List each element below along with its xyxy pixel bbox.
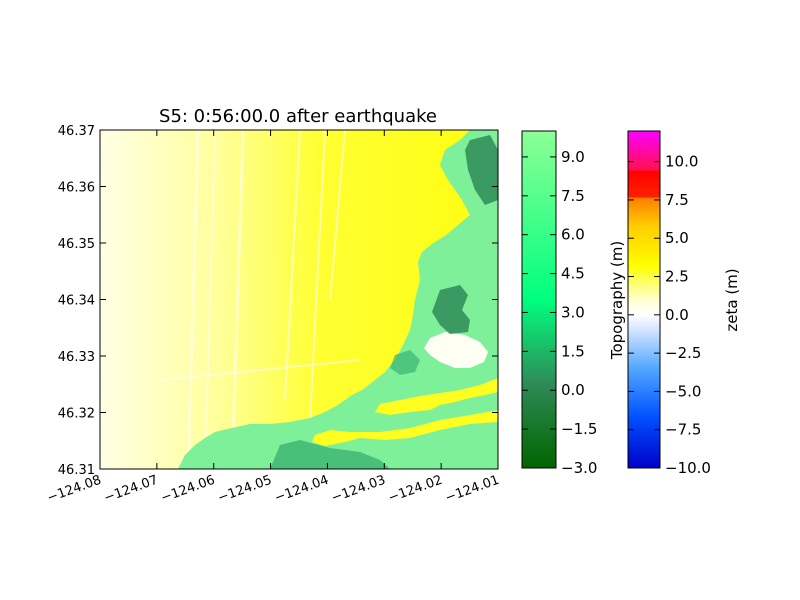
colorbar-tick-label: 4.5 <box>561 265 585 283</box>
colorbar-tick-label: 1.5 <box>561 342 585 360</box>
topography-colorbar-label: Topography (m) <box>608 241 626 360</box>
dark-topo-1 <box>465 135 498 205</box>
dark-topo-2 <box>432 285 470 334</box>
colorbar-tick-label: −2.5 <box>665 344 701 362</box>
colorbar-tick-label: 7.5 <box>665 191 689 209</box>
y-tick-label: 46.35 <box>58 237 95 252</box>
inlet-channel-1 <box>375 378 498 415</box>
colorbar-tick-label: −5.0 <box>665 382 701 400</box>
colorbar-tick-label: −3.0 <box>561 459 597 477</box>
zeta-colorbar: −10.0 −7.5 −5.0 −2.5 0.0 2.5 5.0 7.5 10.0 zeta (… <box>627 130 741 477</box>
x-tick-label: −124.07 <box>102 473 160 506</box>
topography-colorbar: −3.0 −1.5 0.0 1.5 3.0 4.5 6.0 7.5 9.0 Topography… <box>521 130 626 477</box>
colorbar-tick-label: 10.0 <box>665 153 698 171</box>
y-tick-label: 46.32 <box>58 407 95 422</box>
colorbar-tick-label: 7.5 <box>561 187 585 205</box>
colorbar-tick-label: −1.5 <box>561 420 597 438</box>
x-tick-label: −124.03 <box>330 473 388 506</box>
colorbar-tick-label: −7.5 <box>665 421 701 439</box>
zeta-colorbar-ticks: −10.0 −7.5 −5.0 −2.5 0.0 2.5 5.0 7.5 10.0 <box>628 153 711 477</box>
topography-colorbar-ticks: −3.0 −1.5 0.0 1.5 3.0 4.5 6.0 7.5 9.0 <box>522 148 597 477</box>
dark-topo-4 <box>390 350 420 375</box>
y-axis-ticks: 46.31 46.32 46.33 46.34 46.35 46.36 46.37 <box>58 124 498 478</box>
inlet-channel-2 <box>312 410 498 446</box>
y-tick-label: 46.37 <box>58 124 95 139</box>
colorbar-tick-label: 6.0 <box>561 226 585 244</box>
zeta-colorbar-label: zeta (m) <box>723 268 741 331</box>
zeta-colorbar-gradient <box>627 130 661 469</box>
land-top-right <box>178 130 498 469</box>
plot-area <box>100 130 498 469</box>
y-tick-label: 46.31 <box>58 463 95 478</box>
y-tick-label: 46.33 <box>58 350 95 365</box>
x-tick-label: −124.04 <box>273 473 331 506</box>
colorbar-tick-label: 0.0 <box>665 306 689 324</box>
dark-topo-3 <box>270 440 390 469</box>
y-tick-label: 46.34 <box>58 294 95 309</box>
water-streaks <box>159 130 361 469</box>
colorbar-tick-label: 5.0 <box>665 229 689 247</box>
colorbar-tick-label: 9.0 <box>561 148 585 166</box>
colorbar-tick-label: 3.0 <box>561 303 585 321</box>
colorbar-tick-label: −10.0 <box>665 459 711 477</box>
lake <box>424 332 488 368</box>
y-tick-label: 46.36 <box>58 181 95 196</box>
x-tick-label: −124.06 <box>159 473 217 506</box>
colorbar-tick-label: 2.5 <box>665 268 689 286</box>
x-tick-label: −124.02 <box>386 473 444 506</box>
topography-colorbar-gradient <box>521 130 557 469</box>
chart-title: S5: 0:56:00.0 after earthquake <box>159 106 437 127</box>
x-tick-label: −124.01 <box>443 473 501 506</box>
x-tick-label: −124.05 <box>216 473 274 506</box>
colorbar-tick-label: 0.0 <box>561 381 585 399</box>
